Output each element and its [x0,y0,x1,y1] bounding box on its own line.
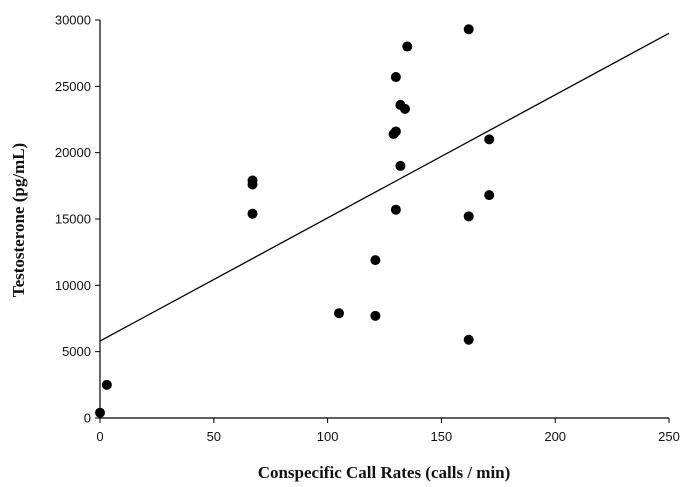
data-points [95,24,495,418]
x-tick-label: 150 [431,429,453,444]
x-tick-label: 250 [658,429,680,444]
data-point [463,24,474,35]
data-point [333,308,344,319]
data-point [395,160,406,171]
data-point [484,190,495,201]
y-tick-label: 30000 [55,13,91,28]
data-point [247,208,258,219]
x-tick-label: 100 [317,429,339,444]
data-point [390,204,401,215]
data-point [484,134,495,145]
data-point [402,41,413,52]
data-point [247,179,258,190]
data-point [399,103,410,114]
data-point [390,126,401,137]
x-tick-label: 200 [544,429,566,444]
y-axis-ticks: 0 5000 10000 15000 20000 25000 30000 [55,13,100,426]
x-axis-ticks: 0 50 100 150 200 250 [96,418,680,444]
data-point [370,310,381,321]
y-axis-title: Testosterone (pg/mL) [9,143,28,297]
y-tick-label: 5000 [62,344,91,359]
y-tick-label: 0 [84,411,91,426]
y-tick-label: 20000 [55,145,91,160]
data-point [463,211,474,222]
x-axis-title: Conspecific Call Rates (calls / min) [258,463,511,482]
data-point [390,72,401,83]
data-point [95,407,105,418]
y-tick-label: 10000 [55,278,91,293]
data-point [370,255,381,266]
x-tick-label: 0 [96,429,103,444]
y-tick-label: 25000 [55,79,91,94]
regression-line [99,32,670,342]
data-point [101,379,112,390]
x-tick-label: 50 [207,429,221,444]
y-tick-label: 15000 [55,212,91,227]
data-point [463,334,474,345]
